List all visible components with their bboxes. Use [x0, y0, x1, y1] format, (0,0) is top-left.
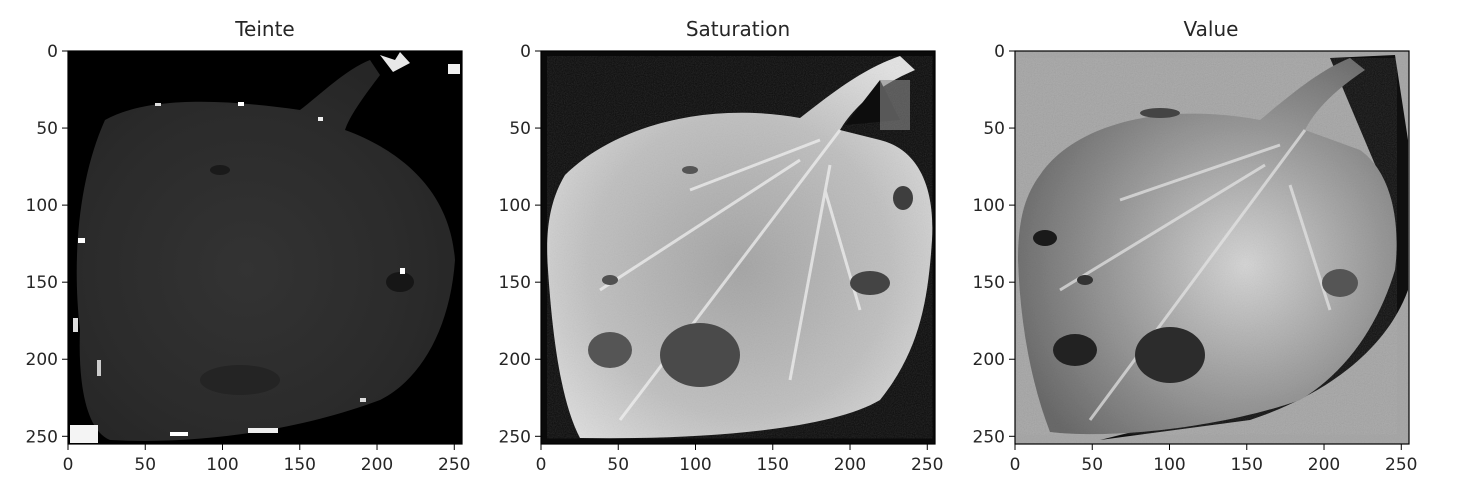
axes-frame [540, 50, 936, 445]
x-tick-label: 250 [438, 455, 470, 475]
x-tick-label: 200 [361, 455, 393, 475]
image-teinte [68, 51, 462, 444]
y-tick-label: 250 [973, 427, 1005, 447]
y-tick-label: 250 [499, 427, 531, 447]
y-tick-label: 50 [509, 119, 531, 139]
y-tick-label: 200 [973, 350, 1005, 370]
x-tick-label: 200 [834, 455, 866, 475]
panel-title: Teinte [234, 17, 295, 41]
y-tick-label: 50 [36, 119, 58, 139]
x-tick-label: 0 [1010, 455, 1021, 475]
x-tick-label: 100 [1153, 455, 1185, 475]
panel-title: Saturation [686, 17, 790, 41]
y-tick-label: 0 [994, 42, 1005, 62]
panel-title: Value [1184, 17, 1239, 41]
x-tick-label: 150 [757, 455, 789, 475]
x-tick-label: 50 [134, 455, 156, 475]
x-tick-label: 50 [607, 455, 629, 475]
x-tick-label: 100 [679, 455, 711, 475]
x-tick-label: 150 [1231, 455, 1263, 475]
y-tick-label: 100 [26, 196, 58, 216]
y-tick-label: 100 [973, 196, 1005, 216]
x-tick-label: 0 [63, 455, 74, 475]
x-tick-label: 250 [1385, 455, 1417, 475]
panel-saturation: Saturation 0 50 100 150 200 25005010015020025… [499, 17, 944, 475]
y-tick-label: 150 [26, 273, 58, 293]
x-tick-label: 200 [1308, 455, 1340, 475]
axes-frame [67, 50, 463, 445]
y-tick-label: 150 [499, 273, 531, 293]
image-saturation [541, 51, 935, 444]
x-tick-label: 50 [1081, 455, 1103, 475]
y-tick-label: 250 [26, 427, 58, 447]
image-value [1015, 51, 1409, 444]
x-tick-label: 0 [536, 455, 547, 475]
y-tick-label: 100 [499, 196, 531, 216]
x-tick-label: 100 [206, 455, 238, 475]
y-tick-label: 0 [47, 42, 58, 62]
y-tick-label: 0 [520, 42, 531, 62]
y-tick-label: 200 [499, 350, 531, 370]
x-tick-label: 250 [911, 455, 943, 475]
y-tick-label: 50 [983, 119, 1005, 139]
y-tick-label: 200 [26, 350, 58, 370]
y-tick-label: 150 [973, 273, 1005, 293]
axes-frame [1014, 50, 1410, 445]
x-tick-label: 150 [284, 455, 316, 475]
